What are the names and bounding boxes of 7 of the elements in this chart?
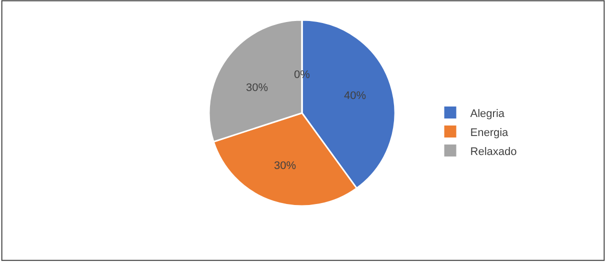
legend-label: Relaxado	[470, 146, 517, 158]
legend-label: Energia	[470, 126, 510, 139]
data-label: 40%	[344, 90, 366, 102]
text: 0%	[294, 69, 310, 81]
data-label: 30%	[274, 160, 296, 172]
data-label: 30%	[246, 82, 268, 94]
legend-label: Alegria	[470, 108, 506, 120]
